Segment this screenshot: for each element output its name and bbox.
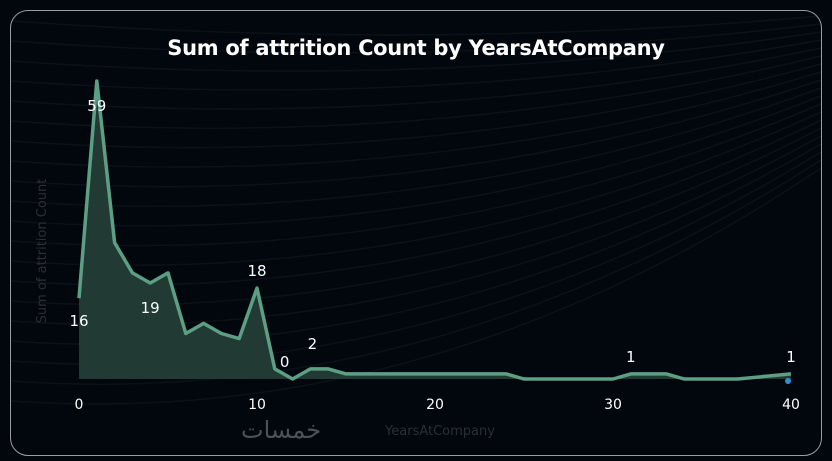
x-tick-label: 20 <box>426 397 444 413</box>
background-arc <box>11 71 821 168</box>
x-tick-label: 40 <box>782 397 800 413</box>
data-label: 1 <box>786 348 796 366</box>
background-arc <box>11 103 821 247</box>
background-arc <box>11 167 821 405</box>
chart-title: Sum of attrition Count by YearsAtCompany <box>167 36 665 60</box>
x-axis-title: YearsAtCompany <box>384 424 495 439</box>
series-line <box>77 79 792 381</box>
data-label: 1 <box>626 348 636 366</box>
background-arc <box>11 63 821 149</box>
background-arc <box>11 15 821 36</box>
background-curves <box>11 15 821 405</box>
data-label: 19 <box>141 299 160 317</box>
chart-card: Sum of attrition Count by YearsAtCompany… <box>10 10 822 456</box>
background-arc <box>11 111 821 267</box>
background-arc <box>11 39 821 91</box>
data-point-marker <box>785 378 791 384</box>
data-label: 59 <box>87 97 106 115</box>
watermark-logo: خمسات <box>241 415 321 445</box>
area-fill <box>79 81 791 379</box>
background-arc <box>11 87 821 207</box>
background-arc <box>11 159 821 385</box>
background-arc <box>11 79 821 188</box>
background-arc <box>11 47 821 110</box>
background-arc <box>11 31 821 72</box>
x-tick-label: 10 <box>248 397 266 413</box>
background-arc <box>11 55 821 129</box>
x-tick-label: 0 <box>75 397 84 413</box>
data-label: 0 <box>280 353 290 371</box>
background-arc <box>11 95 821 227</box>
watermark-text: خمسات <box>241 416 322 444</box>
x-tick-label: 30 <box>604 397 622 413</box>
data-label: 16 <box>69 312 88 330</box>
data-label: 2 <box>308 335 318 353</box>
y-axis-title: Sum of attrition Count <box>35 179 50 324</box>
data-label: 18 <box>247 262 266 280</box>
background-arc <box>11 23 821 54</box>
